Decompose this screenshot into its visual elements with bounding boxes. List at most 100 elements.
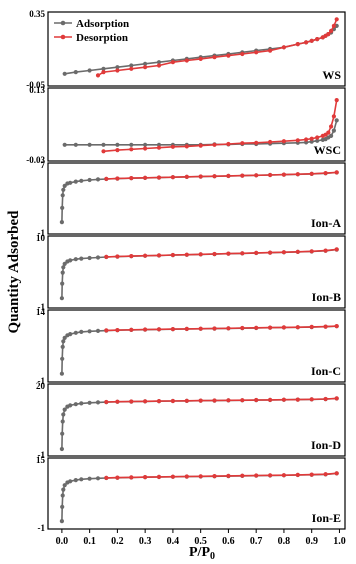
data-point <box>73 478 78 483</box>
data-point <box>323 171 328 176</box>
data-point <box>87 476 92 481</box>
data-point <box>129 176 134 181</box>
data-point <box>184 144 189 149</box>
y-tick-label-max: 0.35 <box>29 9 45 19</box>
data-point <box>68 479 73 484</box>
data-point <box>62 407 67 412</box>
data-point <box>59 371 64 376</box>
data-point <box>61 187 66 192</box>
data-point <box>198 143 203 148</box>
x-tick-label: 0.4 <box>167 536 180 547</box>
data-point <box>87 255 92 261</box>
data-point <box>129 254 134 259</box>
data-point <box>87 68 92 73</box>
series-line <box>61 171 337 223</box>
data-point <box>95 400 101 405</box>
x-tick-label: 0.8 <box>278 536 291 547</box>
data-point <box>156 145 162 150</box>
data-point <box>240 398 245 403</box>
y-tick-label-min: -1 <box>38 302 46 312</box>
y-tick-label-max: 15 <box>36 455 46 465</box>
data-point <box>104 254 109 259</box>
series-line <box>106 248 337 258</box>
data-point <box>87 177 92 183</box>
data-point <box>170 474 175 479</box>
data-point <box>184 174 189 179</box>
data-point <box>240 173 245 178</box>
data-point <box>104 475 109 480</box>
data-point <box>254 250 259 255</box>
x-tick-label: 0.3 <box>139 536 152 547</box>
data-point <box>295 138 300 143</box>
data-point <box>268 397 273 402</box>
data-point <box>240 325 245 331</box>
data-point <box>104 176 109 181</box>
x-label-main: P/P <box>189 545 210 560</box>
data-point <box>129 63 134 68</box>
data-point <box>95 255 101 260</box>
data-point <box>309 249 314 254</box>
data-point <box>60 419 65 424</box>
data-point <box>61 412 66 417</box>
data-point <box>73 70 78 75</box>
data-point <box>281 250 286 255</box>
panel-ion-a: 7 -1 Ion-A <box>38 160 346 238</box>
data-point <box>309 38 314 43</box>
data-point <box>73 330 78 335</box>
legend-swatch-marker <box>60 20 66 26</box>
data-point <box>329 124 334 129</box>
data-point <box>156 63 162 68</box>
data-point <box>309 139 314 144</box>
data-point <box>95 177 101 182</box>
series-desorption <box>104 247 339 259</box>
data-point <box>62 335 67 340</box>
data-point <box>60 344 65 349</box>
data-point <box>104 399 109 405</box>
panel-ws: 0.35 -0.05 WS <box>26 9 346 90</box>
series-adsorption <box>59 396 339 452</box>
panel-frame <box>47 309 346 383</box>
y-tick-label-min: -1 <box>38 228 46 238</box>
data-point <box>268 250 273 255</box>
data-point <box>156 474 162 479</box>
data-point <box>129 66 134 71</box>
data-point <box>198 252 203 257</box>
series-line <box>106 325 337 332</box>
data-point <box>334 98 339 103</box>
data-point <box>73 179 78 184</box>
data-point <box>60 205 65 210</box>
data-point <box>198 474 203 479</box>
data-point <box>309 324 314 329</box>
series-adsorption <box>62 118 339 147</box>
data-point <box>68 332 73 337</box>
data-point <box>226 398 231 403</box>
data-point <box>61 487 66 492</box>
data-point <box>334 247 339 252</box>
data-point <box>101 142 106 147</box>
x-label-subscript: 0 <box>210 551 215 562</box>
data-point <box>73 402 78 407</box>
data-point <box>295 42 300 47</box>
series-line <box>61 397 337 450</box>
data-point <box>62 183 67 188</box>
data-point <box>268 325 273 330</box>
data-point <box>240 141 245 146</box>
y-tick-label-min: -1 <box>38 450 46 460</box>
data-point <box>59 220 64 225</box>
data-point <box>295 325 300 330</box>
data-point <box>87 400 92 405</box>
series-desorption <box>104 471 339 480</box>
data-point <box>129 399 134 404</box>
data-point <box>334 396 339 401</box>
legend-label: Adsorption <box>76 18 129 30</box>
data-point <box>334 324 339 329</box>
y-axis-label: Quantity Adsorbed <box>6 210 22 334</box>
data-point <box>281 172 286 177</box>
series-line <box>61 248 337 299</box>
data-point <box>320 133 325 138</box>
data-point <box>226 53 231 58</box>
y-tick-label-min: -1 <box>38 523 46 533</box>
series-line <box>61 472 337 522</box>
data-point <box>254 50 259 55</box>
data-point <box>143 146 148 151</box>
